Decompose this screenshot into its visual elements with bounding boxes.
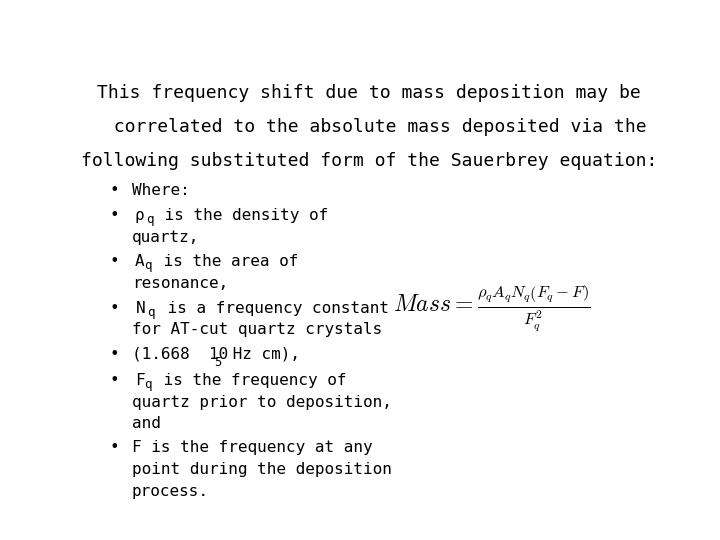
Text: •: • [109,208,119,223]
Text: quartz,: quartz, [132,230,199,245]
Text: following substituted form of the Sauerbrey equation:: following substituted form of the Sauerb… [81,152,657,170]
Text: process.: process. [132,483,209,498]
Text: •: • [109,440,119,455]
Text: Hz cm),: Hz cm), [222,347,300,362]
Text: N: N [136,301,146,315]
Text: •: • [109,373,119,388]
Text: •: • [109,254,119,269]
Text: •: • [109,347,119,362]
Text: Where:: Where: [132,183,189,198]
Text: F: F [135,373,144,388]
Text: and: and [132,416,161,431]
Text: correlated to the absolute mass deposited via the: correlated to the absolute mass deposite… [91,118,647,136]
Text: F is the frequency at any: F is the frequency at any [132,440,372,455]
Text: resonance,: resonance, [132,276,228,291]
Text: quartz prior to deposition,: quartz prior to deposition, [132,395,392,409]
Text: is the frequency of: is the frequency of [154,373,346,388]
Text: point during the deposition: point during the deposition [132,462,392,477]
Text: is a frequency constant: is a frequency constant [158,301,389,315]
Text: for AT-cut quartz crystals: for AT-cut quartz crystals [132,322,382,337]
Text: (1.668  10: (1.668 10 [132,347,228,362]
Text: ρ: ρ [135,208,144,223]
Text: q: q [144,259,152,272]
Text: 5: 5 [214,356,221,369]
Text: •: • [109,301,119,315]
Text: •: • [109,183,119,198]
Text: q: q [148,306,155,319]
Text: q: q [145,213,153,226]
Text: is the density of: is the density of [156,208,328,223]
Text: This frequency shift due to mass deposition may be: This frequency shift due to mass deposit… [97,84,641,102]
Text: q: q [144,378,152,391]
Text: A: A [135,254,144,269]
Text: $\mathit{Mass} = \frac{\rho_q A_q N_q \left(F_q - F\right)}{F_q^2}$: $\mathit{Mass} = \frac{\rho_q A_q N_q \l… [393,283,590,333]
Text: is the area of: is the area of [154,254,299,269]
